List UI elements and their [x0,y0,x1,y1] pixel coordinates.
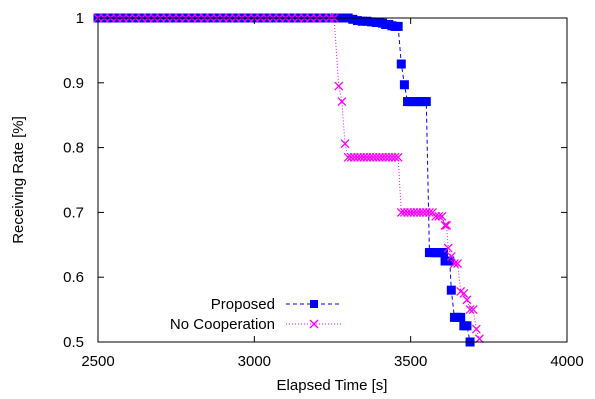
data-point [462,295,472,305]
x-axis-label: Elapsed Time [s] [277,377,388,394]
data-point [353,16,363,26]
data-point [442,220,452,230]
data-point [474,334,484,344]
data-point [390,152,400,162]
data-point [337,97,347,107]
data-point [443,243,453,253]
data-point [421,207,431,217]
y-tick-label: 0.9 [63,75,84,92]
data-point [431,211,441,221]
data-point [387,152,397,162]
data-point [446,285,456,295]
data-point [367,17,377,27]
y-tick-label: 1 [76,10,84,27]
data-point [374,152,384,162]
series-line-no-cooperation [98,17,480,339]
data-point [421,97,431,107]
data-point [346,152,356,162]
data-point [437,211,447,221]
data-point [357,16,367,26]
data-point [468,305,478,315]
series-points-no-cooperation [93,13,484,344]
data-point [440,220,450,230]
x-tick-label: 4000 [550,353,583,370]
data-point [446,252,456,261]
data-point [409,207,419,217]
y-tick-label: 0.6 [63,269,84,286]
data-point [434,211,444,221]
data-point [412,207,422,217]
legend-marker-no-cooperation [309,319,319,329]
data-point [462,321,472,331]
y-axis-label: Receiving Rate [%] [10,116,27,244]
data-point [381,152,391,162]
plot-frame [97,17,568,343]
data-point [378,152,387,162]
data-point [438,248,448,258]
data-point [348,14,358,24]
ticks-layer: 2500 3000 3500 4000 0.5 0.6 0.7 0.8 0.9 1 [63,10,584,370]
data-point [384,152,394,162]
data-point [362,152,372,162]
data-point [399,207,409,217]
series-layer [93,13,484,347]
data-point [449,259,459,269]
x-tick-label: 3500 [394,353,427,370]
series-line-proposed [98,17,471,343]
y-tick-label: 0.8 [63,140,84,157]
data-point [343,152,353,162]
data-point [424,207,434,217]
data-point [353,152,362,162]
data-point [403,207,412,217]
legend-label-proposed: Proposed [211,296,275,313]
data-point [396,207,406,217]
x-tick-label: 3000 [238,353,271,370]
data-point [334,81,344,91]
data-point [471,324,481,334]
data-point [393,21,403,31]
data-point [356,152,366,162]
legend-label-no-cooperation: No Cooperation [170,316,275,333]
data-point [445,256,455,266]
data-point [415,207,425,217]
data-point [368,152,378,162]
x-tick-label: 2500 [81,353,114,370]
data-point [365,152,375,162]
y-tick-label: 0.5 [63,334,84,351]
data-point [465,305,475,315]
data-point [393,152,403,162]
y-tick-label: 0.7 [63,204,84,221]
data-point [456,312,466,322]
legend-marker-proposed [310,300,318,308]
data-point [453,259,463,269]
series-points-proposed [93,13,475,347]
data-point [340,139,350,149]
data-point [406,207,416,217]
legend: Proposed No Cooperation [170,296,342,333]
data-point [399,80,409,90]
data-point [371,152,381,162]
data-point [349,152,359,162]
data-point [459,288,469,298]
data-point [396,59,406,69]
data-point [362,16,372,26]
data-point [359,152,369,162]
data-point [418,207,428,217]
